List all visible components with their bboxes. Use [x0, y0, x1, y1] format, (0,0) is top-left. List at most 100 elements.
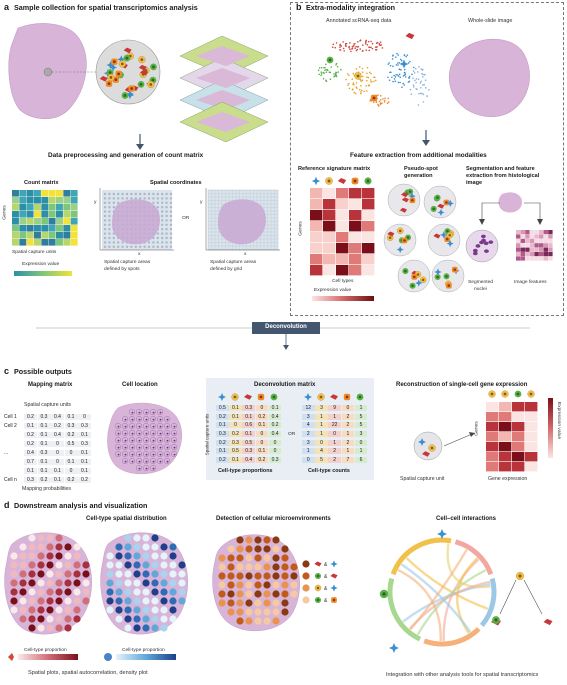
- recon-heatmap-cell: [512, 452, 525, 462]
- decon-cell: 5: [354, 413, 368, 420]
- location-spot: [143, 437, 150, 444]
- blue-proportion-spot: [106, 606, 114, 614]
- blue-proportion-spot: [178, 570, 186, 578]
- mapping-cell: 0.4: [51, 431, 64, 438]
- red-proportion-spot: [64, 615, 72, 623]
- umap-point: [332, 43, 335, 46]
- nucleus: [472, 251, 478, 256]
- umap-point: [423, 74, 426, 76]
- umap-point: [392, 80, 394, 83]
- decon-cell: 1: [341, 448, 355, 455]
- decon-cell: 3: [315, 405, 328, 412]
- pseudo-spot-circles: [383, 183, 465, 293]
- proportion-label-blue: Cell-type proportion: [122, 648, 165, 653]
- capture-spot: [139, 197, 142, 200]
- location-spot: [150, 430, 157, 437]
- blue-proportion-spot: [124, 624, 132, 632]
- ref-heatmap-cell: [323, 265, 336, 276]
- mapping-units-label: Spatial capture units: [24, 402, 72, 408]
- mapping-row-label: Cell 2: [4, 422, 17, 429]
- decon-cell: 3: [302, 413, 315, 420]
- preprocessing-title: Data preprocessing and generation of cou…: [48, 152, 204, 159]
- red-cell-icon: [387, 231, 395, 237]
- image-feature-cell: [516, 247, 521, 252]
- blue-proportion-spot: [106, 561, 114, 569]
- red-proportion-spot: [64, 597, 72, 605]
- red-proportion-spot: [73, 561, 81, 569]
- blue-proportion-spot: [124, 534, 132, 542]
- red-proportion-spot: [55, 534, 63, 542]
- blue-proportion-spot: [133, 624, 141, 632]
- recon-heatmap-cell: [512, 402, 525, 412]
- ref-heatmap-cell: [323, 254, 336, 265]
- red-proportion-spot: [46, 552, 54, 560]
- decon-row: 0.1 0 0.6 0.1 0.2: [216, 421, 282, 430]
- image-feature-cell: [529, 256, 535, 261]
- umap-point: [323, 72, 325, 74]
- umap-point: [424, 79, 427, 82]
- red-cell-icon: [314, 561, 322, 567]
- microenv-spot: [218, 572, 226, 580]
- blue-proportion-spot: [142, 615, 150, 623]
- cell-location-title: Cell location: [122, 382, 158, 388]
- umap-point: [342, 41, 344, 43]
- panel-b-box: [290, 2, 564, 316]
- immune-cell-icon: [434, 268, 442, 276]
- image-feature-cell: [534, 247, 539, 252]
- umap-point: [361, 67, 364, 70]
- recon-heatmap-cell: [499, 462, 512, 472]
- umap-point: [420, 86, 422, 89]
- umap-point: [381, 102, 383, 105]
- mapping-cell: 0.1: [78, 449, 91, 456]
- red-cell-icon: [138, 64, 147, 71]
- chord-link: [416, 568, 487, 636]
- spots-axis-x: x: [138, 252, 141, 257]
- ref-heatmap-cell: [349, 188, 362, 199]
- blue-proportion-spot: [142, 597, 150, 605]
- count-matrix-cell: [19, 204, 27, 211]
- decon-cell: 0.1: [229, 413, 242, 420]
- blue-proportion-spot: [115, 615, 123, 623]
- decon-cell: 0.2: [216, 439, 229, 446]
- recon-heatmap-cell: [512, 432, 525, 442]
- microenv-spot: [263, 563, 271, 571]
- blue-legend-cell-icon: [104, 653, 112, 661]
- location-spot: [150, 451, 157, 458]
- microenv-legend-swatch: [302, 596, 310, 604]
- umap-point: [349, 48, 351, 51]
- microenv-spot: [245, 545, 253, 553]
- red-proportion-spot: [64, 624, 72, 632]
- recon-heatmap-cell: [525, 432, 538, 442]
- umap-point: [361, 49, 364, 52]
- microenv-spot: [245, 554, 253, 562]
- proportions-table: 0.5 0.1 0.3 0 0.1 0.2 0.1 0.1 0.2 0.4 0.1 0 0.6 0.1 0.…: [216, 404, 282, 464]
- umap-point: [368, 46, 370, 48]
- red-proportion-spot: [64, 606, 72, 614]
- umap-point: [415, 81, 417, 84]
- proportion-label-red: Cell-type proportion: [24, 648, 67, 653]
- red-proportion-spot: [73, 543, 81, 551]
- spots-caption-1: Spatial capture areas: [104, 260, 151, 265]
- umap-point: [326, 69, 329, 72]
- red-proportion-spot: [10, 552, 18, 560]
- capture-spot: [147, 192, 151, 196]
- decon-cell: 0.5: [242, 439, 255, 446]
- capture-spot: [169, 210, 173, 213]
- umap-point: [392, 65, 394, 68]
- red-proportion-spot: [37, 534, 45, 542]
- umap-point: [368, 84, 371, 87]
- decon-cell: 2: [328, 456, 341, 463]
- count-matrix-cell: [12, 225, 19, 232]
- blue-proportion-spot: [178, 597, 186, 605]
- count-matrix-cell: [19, 225, 27, 232]
- umap-point: [408, 75, 411, 78]
- umap-point: [417, 78, 420, 80]
- location-spot: [122, 423, 129, 430]
- umap-point: [359, 39, 362, 42]
- capture-spot: [152, 201, 155, 204]
- location-spot: [114, 451, 121, 458]
- umap-point: [369, 100, 371, 102]
- red-proportion-spot: [37, 543, 45, 551]
- red-proportion-spot: [46, 579, 54, 587]
- microenv-spot: [245, 563, 253, 571]
